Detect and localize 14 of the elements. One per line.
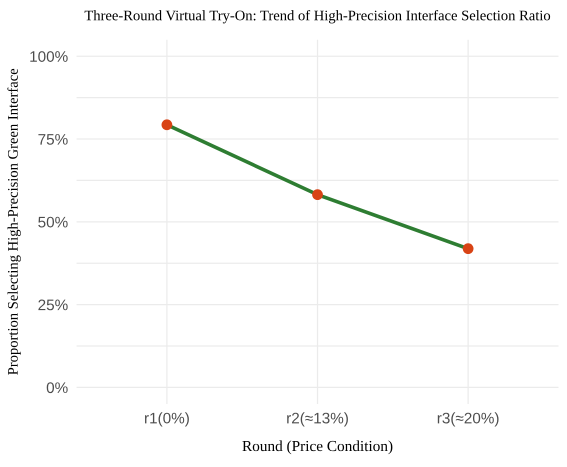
- point: [462, 243, 474, 254]
- y-tick-label: 50%: [38, 216, 68, 228]
- chart-title: Three-Round Virtual Try-On: Trend of High-Precision Interface Selection Ratio: [84, 10, 550, 24]
- x-tick-label: r3(≈20%): [438, 412, 499, 427]
- point: [312, 189, 323, 200]
- y-tick-label: 25%: [38, 299, 68, 310]
- y-tick-label: 75%: [38, 134, 68, 145]
- y-tick-label: 0%: [46, 382, 68, 394]
- y-axis-title: Proportion Selecting High-Precision Green Interface: [7, 68, 21, 375]
- x-tick-label: r1(0%): [145, 412, 189, 427]
- x-axis-title: Round (Price Condition): [242, 440, 392, 454]
- x-tick-label: r2(≈13%): [287, 412, 348, 427]
- y-tick-label: 100%: [30, 51, 68, 62]
- point: [162, 119, 172, 130]
